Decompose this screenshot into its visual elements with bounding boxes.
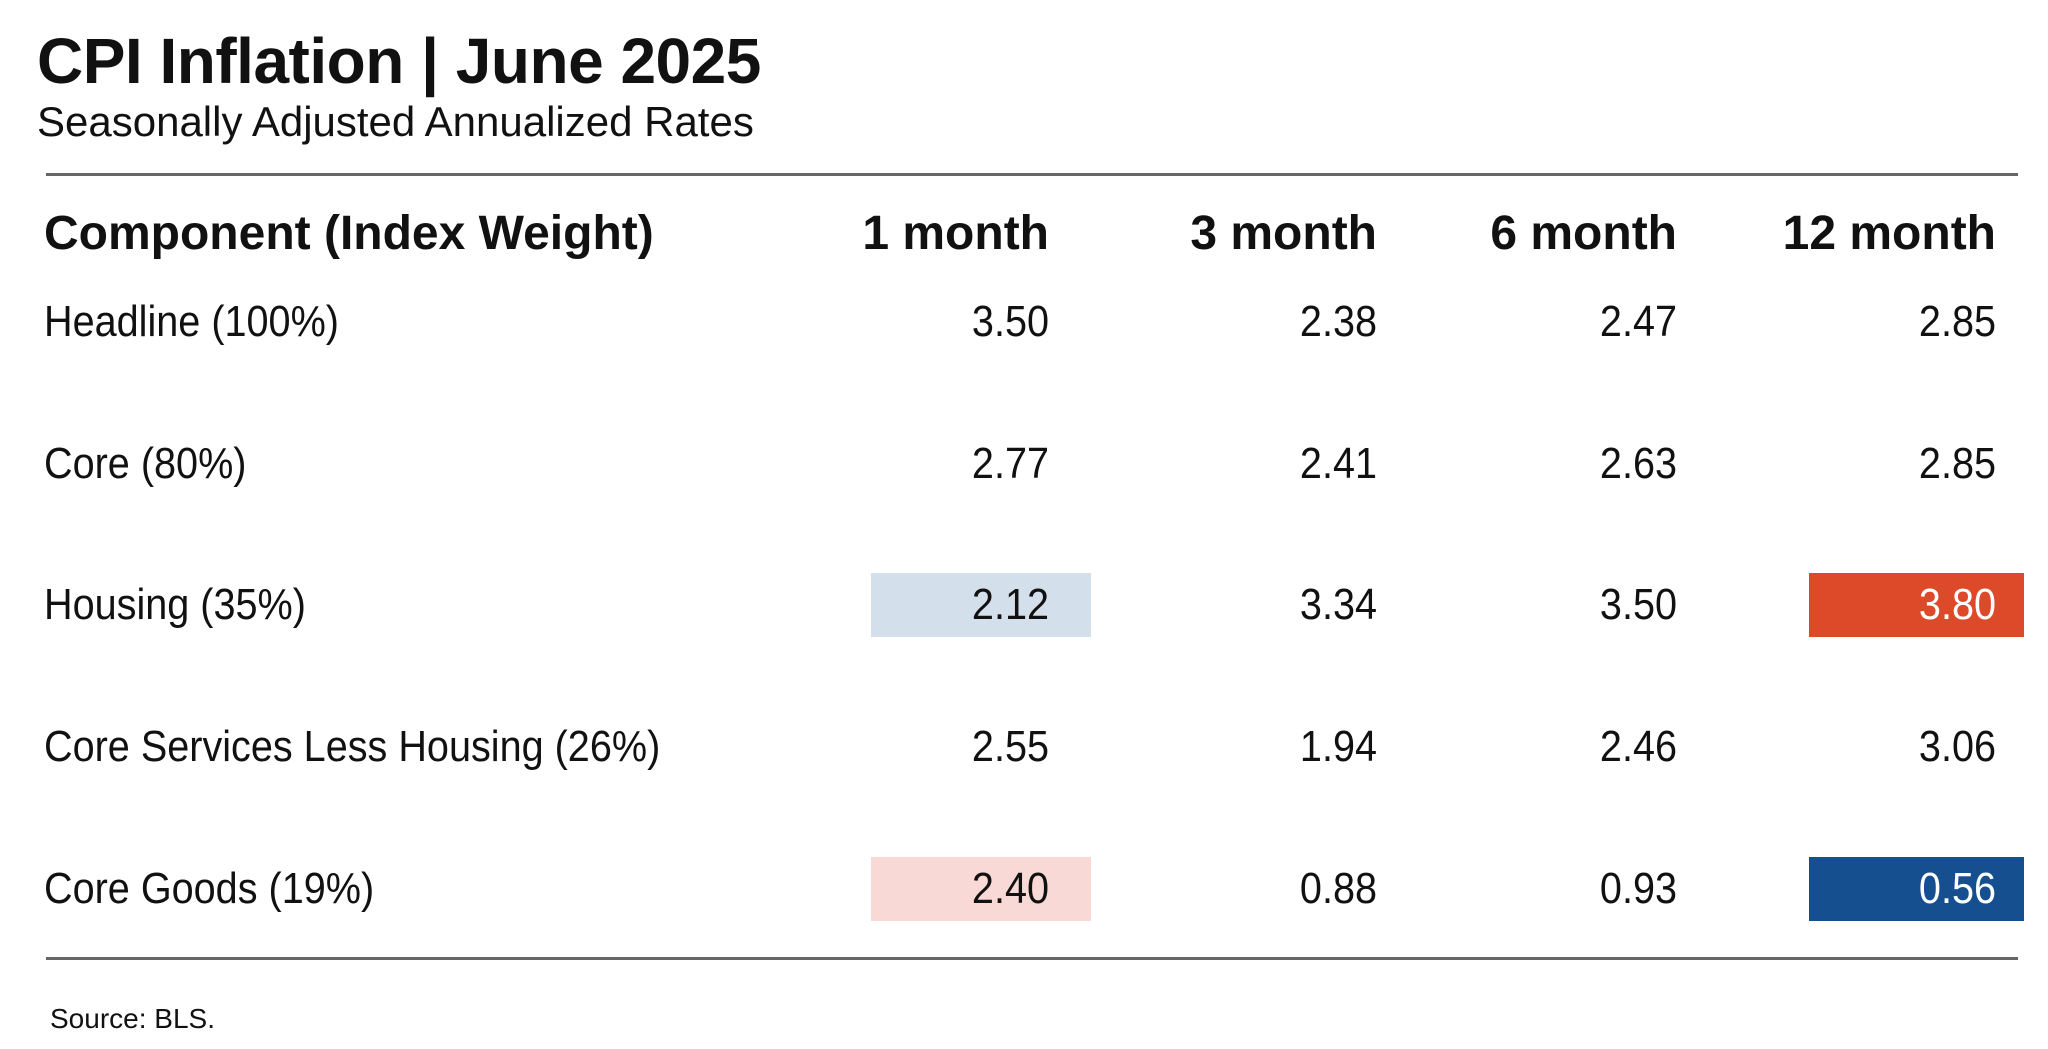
header-12-month: 12 month (1782, 207, 1996, 260)
highlight-cell-bg (1809, 573, 2024, 637)
table-cell-value: 2.85 (1918, 297, 1996, 346)
row-label: Core Services Less Housing (26%) (44, 722, 661, 771)
row-label: Core Goods (19%) (44, 864, 375, 913)
table-cell-value: 0.93 (1599, 864, 1677, 913)
header-1-month: 1 month (862, 207, 1049, 260)
table-cell-value: 3.80 (1918, 580, 1996, 629)
highlight-cell-bg (1809, 857, 2024, 921)
chart-subtitle: Seasonally Adjusted Annualized Rates (37, 98, 754, 145)
top-rule (46, 173, 2018, 176)
table-cell-value: 3.34 (1299, 580, 1377, 629)
table-cell-value: 3.06 (1918, 722, 1996, 771)
highlight-cell-bg (871, 573, 1091, 637)
table-cell-value: 0.56 (1918, 864, 1996, 913)
table-cell-value: 3.50 (1599, 580, 1677, 629)
table-cell-value: 2.12 (971, 580, 1049, 629)
table-cell-value: 0.88 (1299, 864, 1377, 913)
table-cell-value: 1.94 (1299, 722, 1377, 771)
table-cell-value: 2.47 (1599, 297, 1677, 346)
row-label: Core (80%) (44, 439, 247, 488)
table-cell-value: 2.38 (1299, 297, 1377, 346)
table-cell-value: 2.63 (1599, 439, 1677, 488)
header-3-month: 3 month (1190, 207, 1377, 260)
row-label: Headline (100%) (44, 297, 339, 346)
chart-title: CPI Inflation | June 2025 (37, 25, 761, 97)
table-cell-value: 2.40 (971, 864, 1049, 913)
table-cell-value: 2.41 (1299, 439, 1377, 488)
table-cell-value: 2.85 (1918, 439, 1996, 488)
highlight-cell-bg (871, 857, 1091, 921)
source-note: Source: BLS. (50, 1003, 215, 1034)
table-cell-value: 2.55 (971, 722, 1049, 771)
table-cell-value: 2.46 (1599, 722, 1677, 771)
header-component: Component (Index Weight) (44, 207, 654, 260)
table-cell-value: 3.50 (971, 297, 1049, 346)
table-cell-value: 2.77 (971, 439, 1049, 488)
bottom-rule (46, 957, 2018, 960)
header-6-month: 6 month (1490, 207, 1677, 260)
row-label: Housing (35%) (44, 580, 306, 629)
